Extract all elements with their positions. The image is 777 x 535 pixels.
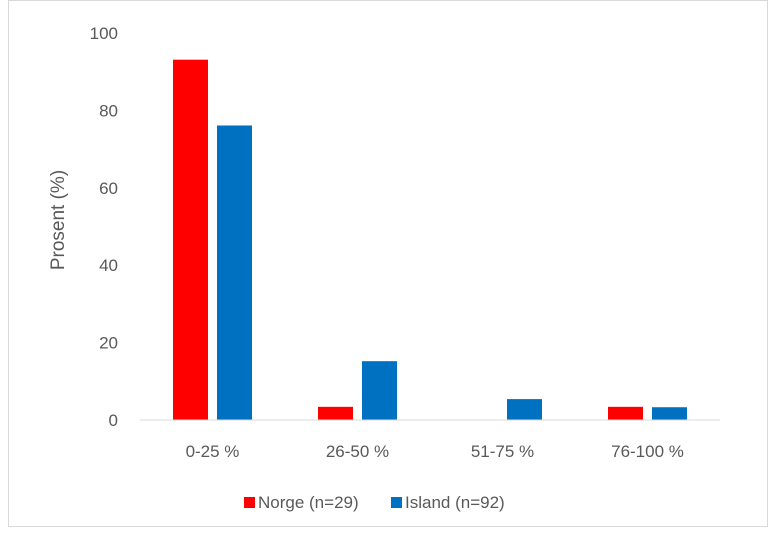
bar-series-2 — [652, 407, 687, 420]
bar-series-2 — [507, 399, 542, 420]
legend: Norge (n=29) Island (n=92) — [244, 493, 505, 512]
bar-series-1 — [608, 406, 643, 420]
legend-swatch — [244, 497, 255, 508]
y-tick-label: 20 — [99, 334, 118, 353]
bars — [173, 59, 687, 421]
bar-series-2 — [362, 361, 397, 420]
y-axis-ticks: 0 20 40 60 80 100 — [90, 24, 118, 430]
x-tick-label: 26-50 % — [326, 442, 389, 461]
y-tick-label: 100 — [90, 24, 118, 43]
bar-series-1 — [318, 406, 353, 420]
y-tick-label: 80 — [99, 101, 118, 120]
x-tick-label: 51-75 % — [471, 442, 534, 461]
y-tick-label: 0 — [109, 411, 118, 430]
legend-label: Norge (n=29) — [258, 493, 359, 512]
y-axis-label: Prosent (%) — [48, 170, 69, 270]
legend-swatch — [391, 497, 402, 508]
y-tick-label: 40 — [99, 256, 118, 275]
x-axis-ticks: 0-25 % 26-50 % 51-75 % 76-100 % — [186, 442, 684, 461]
bar-series-2 — [217, 125, 252, 421]
bar-series-1 — [173, 59, 208, 420]
y-tick-label: 60 — [99, 179, 118, 198]
legend-label: Island (n=92) — [405, 493, 505, 512]
x-tick-label: 76-100 % — [611, 442, 684, 461]
x-tick-label: 0-25 % — [186, 442, 240, 461]
chart-frame — [8, 0, 768, 527]
